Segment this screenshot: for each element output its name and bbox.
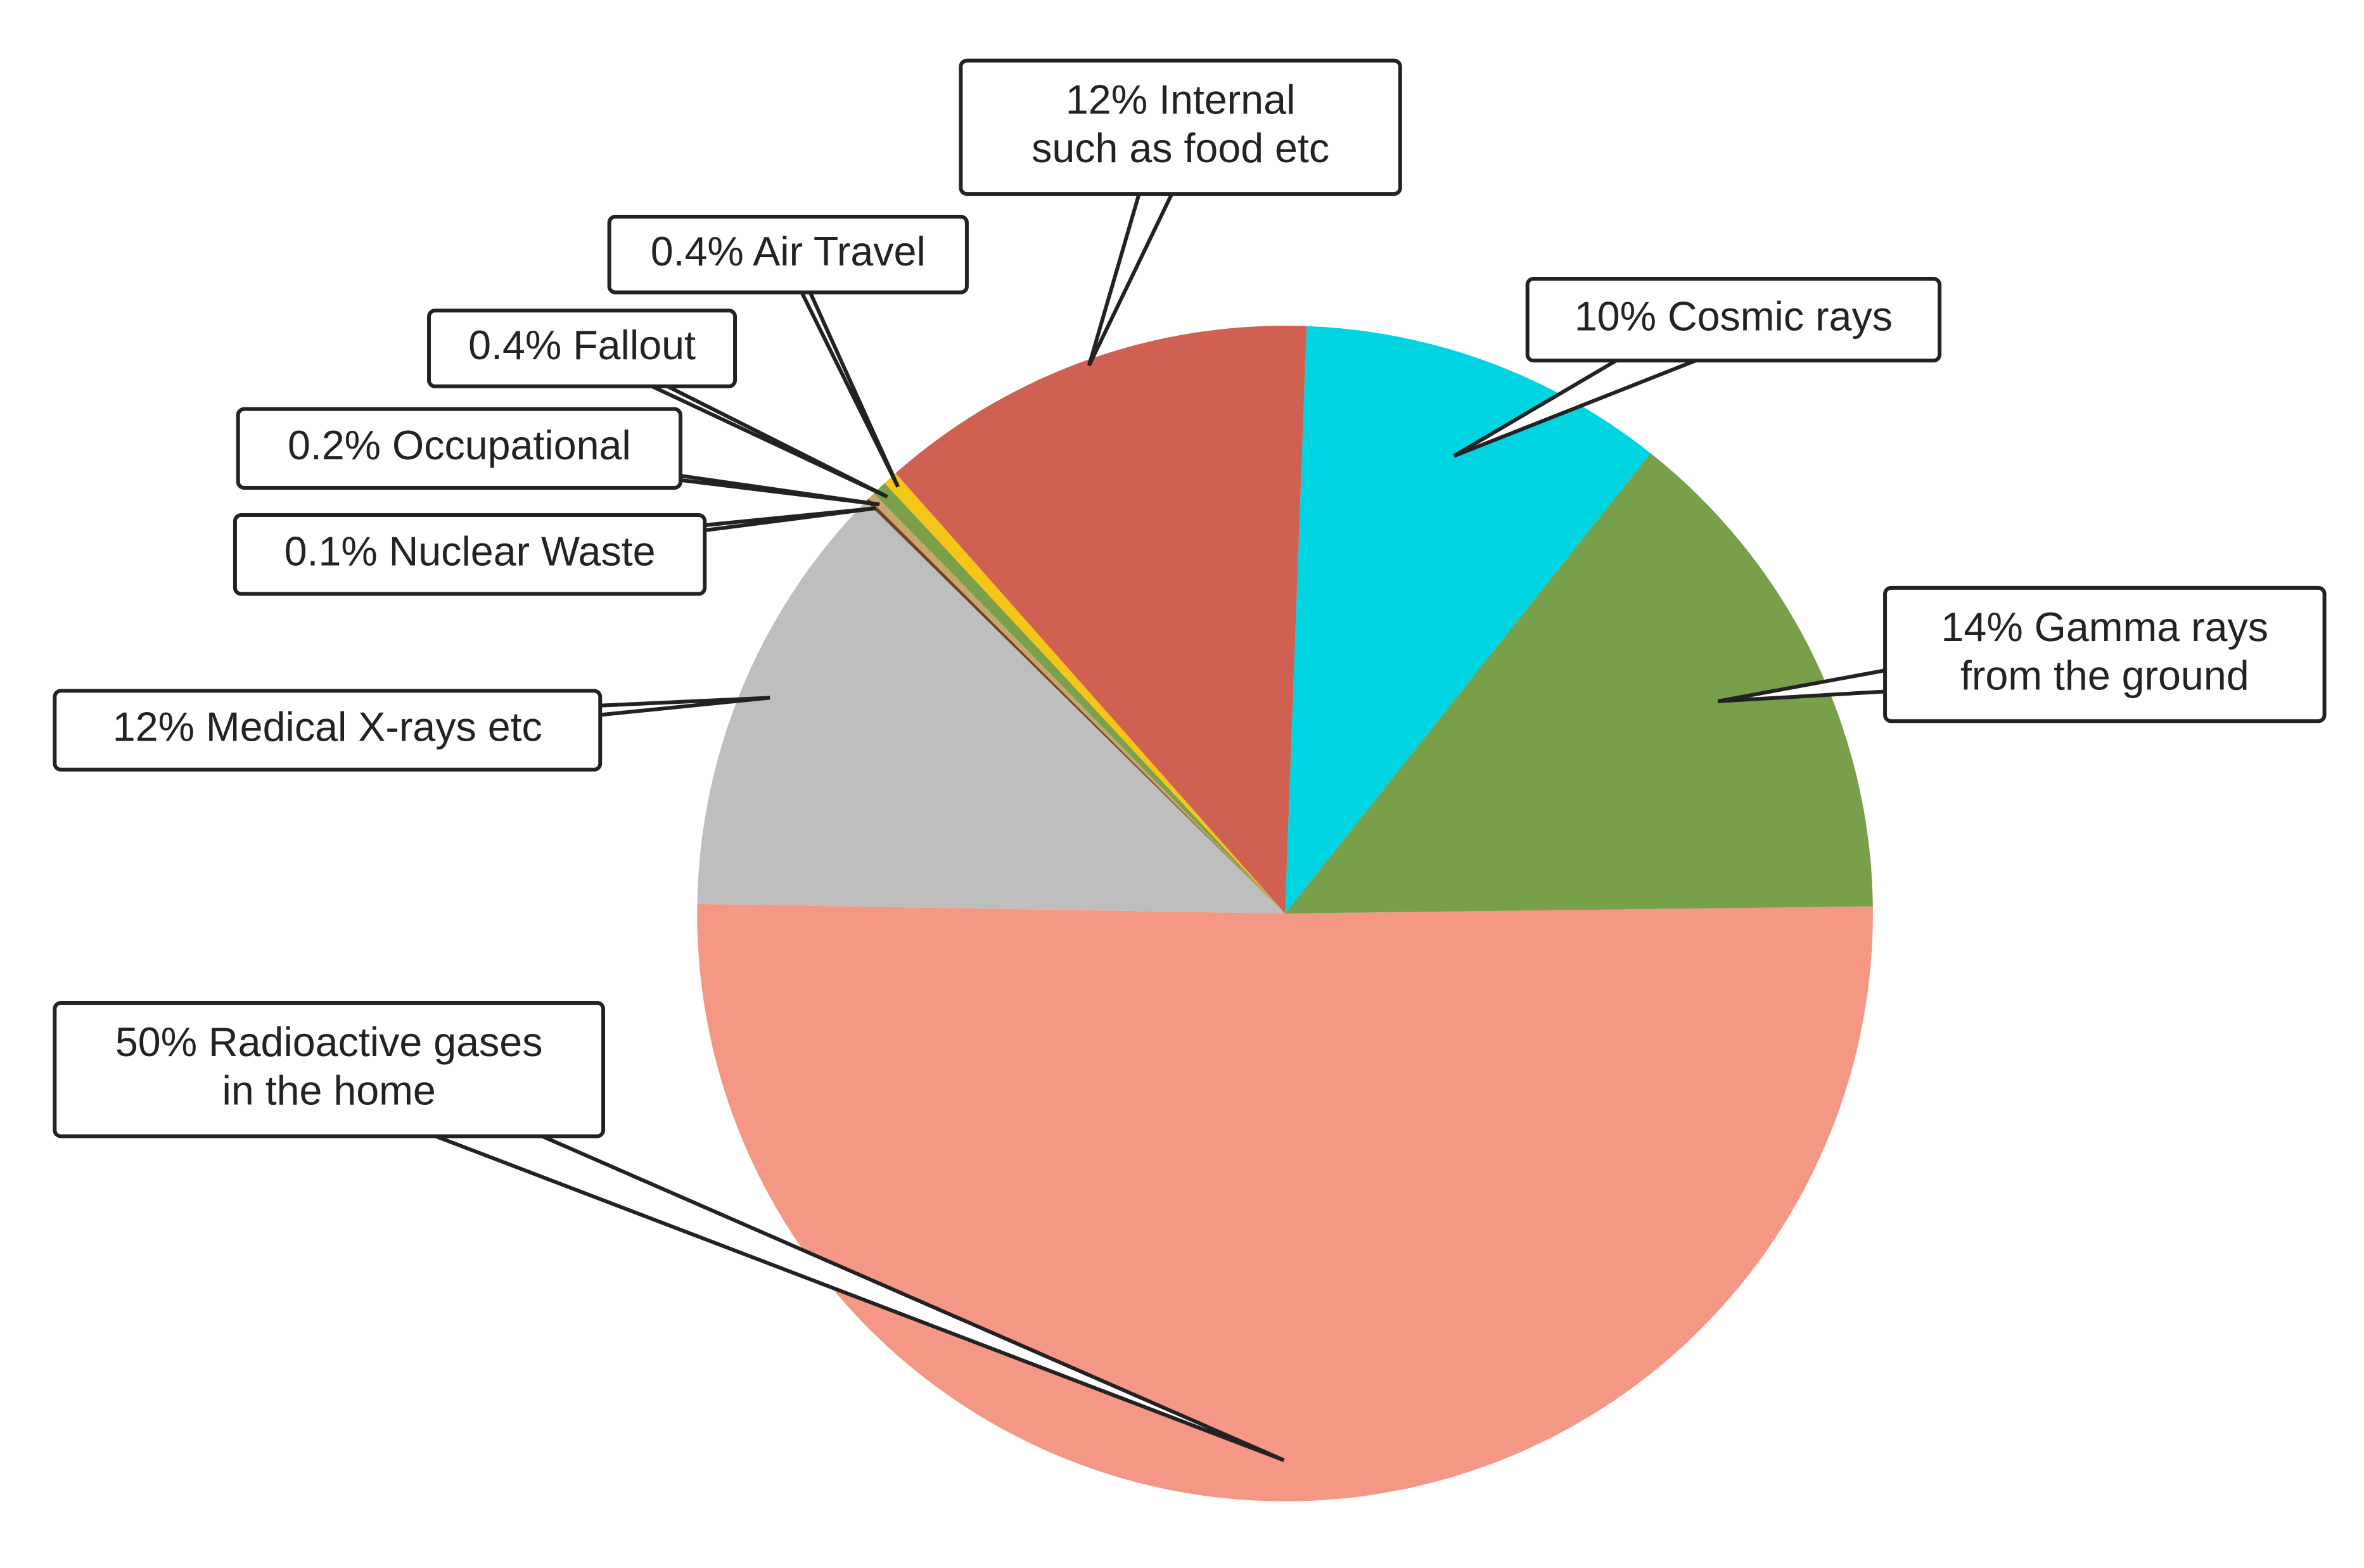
callout-box [427, 309, 738, 388]
slice [866, 499, 1286, 914]
slice [885, 473, 1286, 914]
slices [697, 326, 1873, 1501]
data-label: 0.4% Air Travel [651, 229, 926, 274]
data-label: from the ground [1960, 653, 2249, 698]
callout-box [236, 407, 682, 490]
data-label: 0.1% Nuclear Waste [284, 528, 656, 574]
data-label: 14% Gamma rays [1941, 604, 2269, 650]
data-label: 12% Internal [1066, 77, 1295, 123]
callout-box [959, 58, 1402, 196]
callout: 12% Medical X-rays etc [53, 689, 770, 772]
slice [697, 903, 1873, 1501]
data-label: in the home [222, 1068, 436, 1114]
callout-box [233, 513, 707, 596]
slice [874, 483, 1286, 914]
callout-box [607, 214, 969, 295]
data-label: 0.2% Occupational [288, 423, 631, 468]
callout-box [53, 1001, 606, 1138]
callout-box [53, 689, 603, 772]
callout-box [1883, 585, 2327, 723]
callout: 0.4% Air Travel [607, 214, 969, 488]
callout: 0.1% Nuclear Waste [233, 506, 876, 596]
slice [1285, 326, 1651, 914]
slice [895, 326, 1307, 914]
slice [1285, 453, 1873, 914]
callout-box [1525, 277, 1942, 363]
data-label: 0.4% Fallout [468, 322, 696, 368]
slice [868, 493, 1286, 914]
data-label: 50% Radioactive gases [115, 1019, 543, 1065]
callout: 0.4% Fallout [427, 309, 888, 499]
slice [697, 501, 1286, 914]
data-label: 12% Medical X-rays etc [113, 704, 542, 750]
data-label: such as food etc [1032, 125, 1329, 171]
callout: 10% Cosmic rays [1453, 277, 1942, 458]
data-label: 10% Cosmic rays [1575, 294, 1893, 340]
callout: 0.2% Occupational [236, 407, 880, 507]
